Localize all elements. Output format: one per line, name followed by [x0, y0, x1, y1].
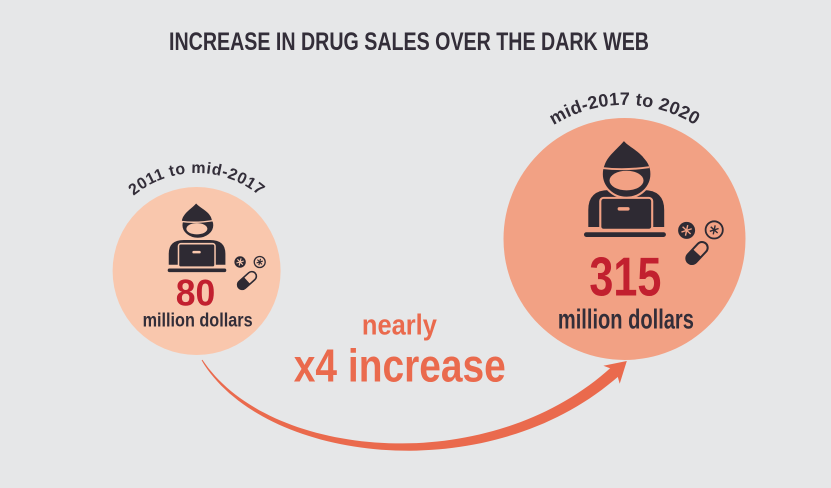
- svg-text:INCREASE IN DRUG SALES OVER TH: INCREASE IN DRUG SALES OVER THE DARK WEB: [169, 28, 649, 56]
- svg-text:million dollars: million dollars: [558, 303, 694, 334]
- svg-text:80: 80: [176, 273, 216, 314]
- svg-text:million dollars: million dollars: [143, 309, 253, 331]
- svg-text:315: 315: [589, 246, 661, 308]
- svg-text:x4 increase: x4 increase: [294, 339, 506, 391]
- svg-text:nearly: nearly: [362, 309, 437, 341]
